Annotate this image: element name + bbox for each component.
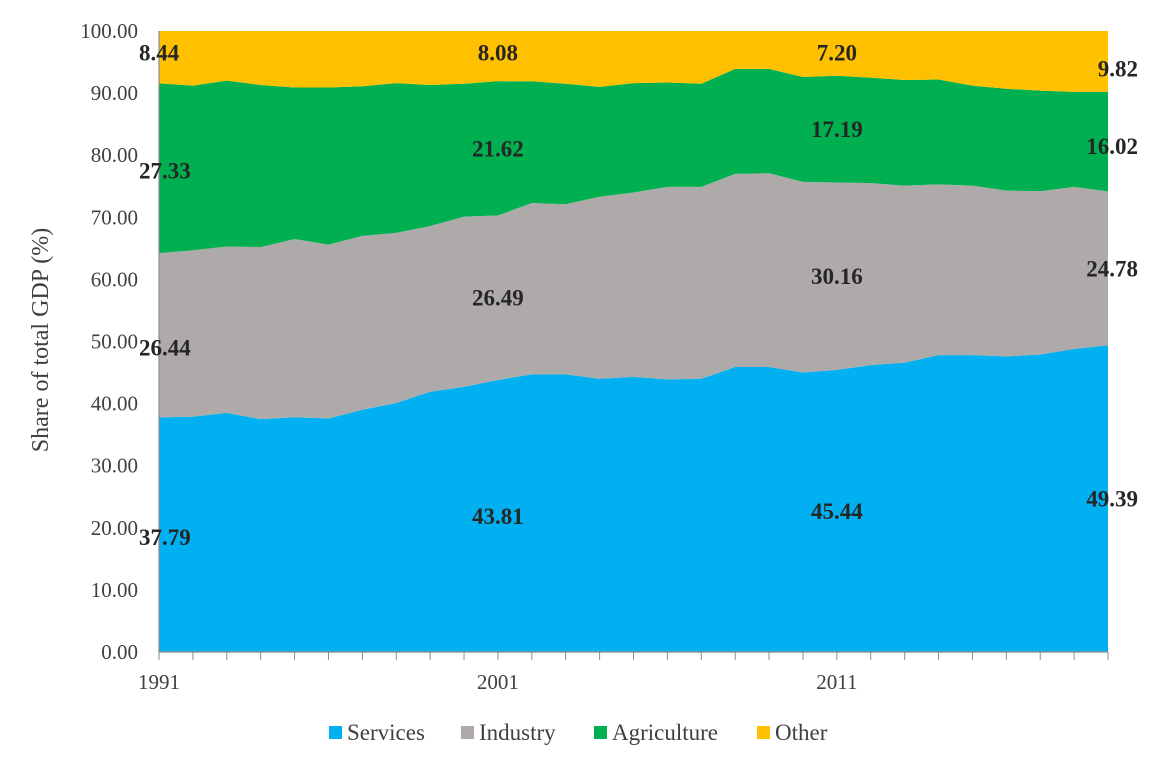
legend-label-industry: Industry [479,720,556,745]
data-label-other: 8.08 [478,41,518,66]
data-label-other: 8.44 [139,41,180,66]
y-tick-label: 10.00 [91,578,138,602]
y-tick-label: 100.00 [80,19,138,43]
y-tick-label: 30.00 [91,454,138,478]
x-tick-label: 1991 [138,670,180,694]
data-label-services: 45.44 [811,499,863,524]
legend-swatch-services [329,726,342,739]
y-tick-label: 60.00 [91,267,138,291]
y-tick-label: 80.00 [91,143,138,167]
area-services [159,345,1108,652]
x-tick-label: 2001 [477,670,519,694]
data-label-agriculture: 17.19 [811,117,863,142]
data-label-other: 9.82 [1098,56,1138,81]
data-label-agriculture: 16.02 [1086,134,1138,159]
area-agriculture [159,68,1108,254]
data-label-industry: 26.49 [472,286,524,311]
y-tick-label: 50.00 [91,330,138,354]
legend-swatch-industry [461,726,474,739]
data-label-agriculture: 27.33 [139,159,191,184]
data-label-services: 49.39 [1086,487,1138,512]
data-label-services: 43.81 [472,504,524,529]
y-tick-label: 90.00 [91,81,138,105]
data-label-other: 7.20 [817,41,857,66]
y-tick-label: 70.00 [91,205,138,229]
legend-label-agriculture: Agriculture [612,720,718,745]
data-label-industry: 30.16 [811,264,863,289]
data-label-industry: 26.44 [139,336,191,361]
data-labels: 37.79 43.81 45.44 49.39 26.44 26.49 30.16 24.78… [139,41,1138,550]
area-layers [159,30,1108,652]
area-industry [159,173,1108,420]
y-tick-label: 20.00 [91,516,138,540]
legend-label-other: Other [775,720,828,745]
area-other [159,30,1108,92]
data-label-agriculture: 21.62 [472,136,524,161]
data-label-industry: 24.78 [1086,256,1138,281]
legend-label-services: Services [347,720,425,745]
legend-swatch-other [757,726,770,739]
axes: 0.00 10.00 20.00 30.00 40.00 50.00 60.00 70.00 8… [80,19,1109,694]
y-tick-label: 0.00 [101,640,138,664]
legend-swatch-agriculture [594,726,607,739]
data-label-services: 37.79 [139,525,191,550]
y-tick-label: 40.00 [91,392,138,416]
y-axis-title: Share of total GDP (%) [28,228,54,452]
legend: Services Industry Agriculture Other [329,720,828,745]
x-tick-label: 2011 [816,670,857,694]
